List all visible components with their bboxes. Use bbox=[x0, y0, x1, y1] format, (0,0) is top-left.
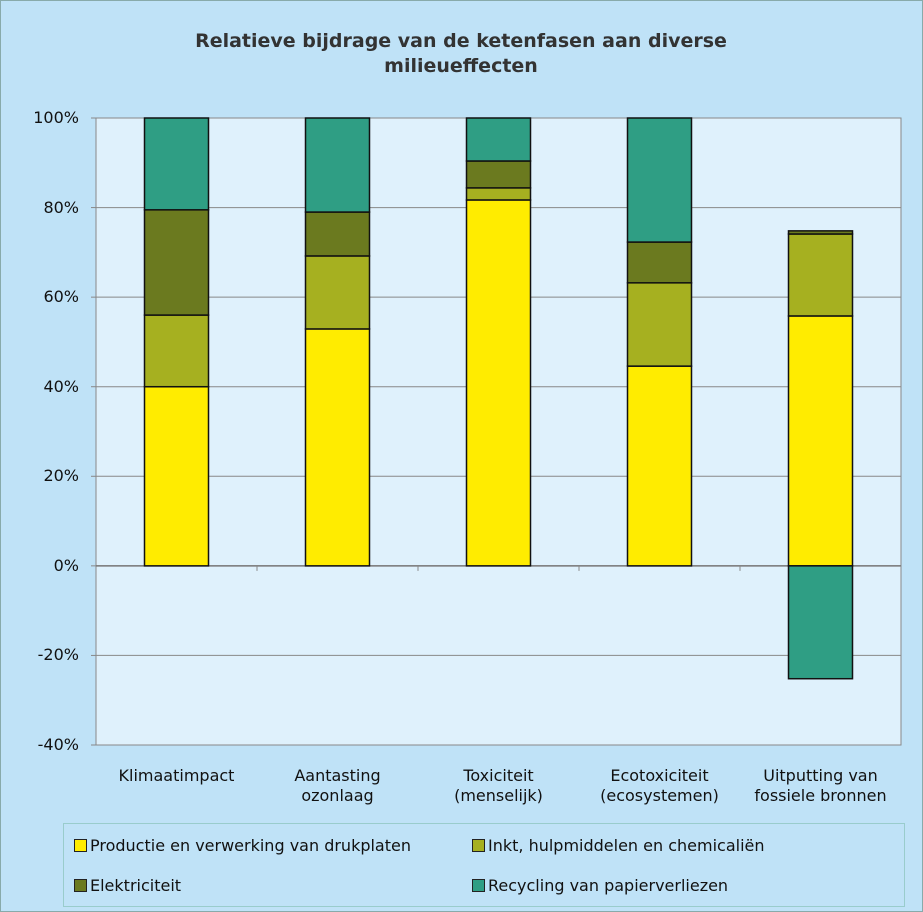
bar-segment bbox=[465, 199, 532, 567]
bar-segment bbox=[304, 211, 371, 257]
bar-segment bbox=[304, 255, 371, 330]
bar-segment bbox=[626, 282, 693, 367]
bar-segment bbox=[143, 385, 210, 567]
bar-segment bbox=[465, 187, 532, 201]
legend-swatch bbox=[74, 879, 87, 892]
legend-swatch bbox=[472, 839, 485, 852]
bar-segment bbox=[465, 117, 532, 162]
bar-segment bbox=[626, 117, 693, 243]
legend-swatch bbox=[74, 839, 87, 852]
legend: Productie en verwerking van drukplaten In… bbox=[63, 823, 905, 907]
bar-segment bbox=[787, 315, 854, 567]
legend-label: Recycling van papierverliezen bbox=[488, 876, 729, 895]
legend-swatch bbox=[472, 879, 485, 892]
y-tick-label: -40% bbox=[37, 735, 79, 754]
bar-segment bbox=[626, 365, 693, 567]
legend-entry: Elektriciteit bbox=[74, 876, 181, 895]
x-tick-label: Uitputting van fossiele bronnen bbox=[754, 766, 887, 805]
x-tick-label: Ecotoxiciteit (ecosystemen) bbox=[600, 766, 719, 805]
y-tick-label: 0% bbox=[53, 555, 79, 575]
bar-segment bbox=[143, 117, 210, 211]
legend-entry: Productie en verwerking van drukplaten bbox=[74, 836, 411, 855]
bar-segment bbox=[304, 328, 371, 567]
y-tick-label: 60% bbox=[43, 287, 79, 307]
x-tick-label: Toxiciteit (menselijk) bbox=[454, 766, 543, 805]
bar-segment bbox=[787, 565, 854, 680]
y-tick-label: 80% bbox=[43, 197, 79, 217]
bar-segment bbox=[304, 117, 371, 213]
x-tick-label: Aantasting ozonlaag bbox=[294, 766, 381, 805]
bar-segment bbox=[787, 233, 854, 317]
legend-label: Productie en verwerking van drukplaten bbox=[90, 836, 411, 855]
legend-entry: Recycling van papierverliezen bbox=[472, 876, 728, 895]
y-tick-label: -20% bbox=[37, 645, 79, 665]
bar-segment bbox=[626, 241, 693, 284]
legend-label: Inkt, hulpmiddelen en chemicaliën bbox=[488, 836, 765, 855]
bar-segment bbox=[143, 209, 210, 316]
bar-segment bbox=[143, 314, 210, 388]
y-tick-label: 20% bbox=[43, 466, 79, 486]
y-tick-label: 100% bbox=[33, 108, 79, 127]
y-tick-label: 40% bbox=[43, 376, 79, 396]
bar-segment bbox=[465, 160, 532, 189]
chart-title: Relatieve bijdrage van de ketenfasen aan… bbox=[195, 30, 727, 77]
x-tick-label: Klimaatimpact bbox=[118, 766, 235, 785]
bar-segment bbox=[787, 230, 854, 235]
legend-entry: Inkt, hulpmiddelen en chemicaliën bbox=[472, 836, 765, 855]
legend-label: Elektriciteit bbox=[90, 876, 182, 895]
